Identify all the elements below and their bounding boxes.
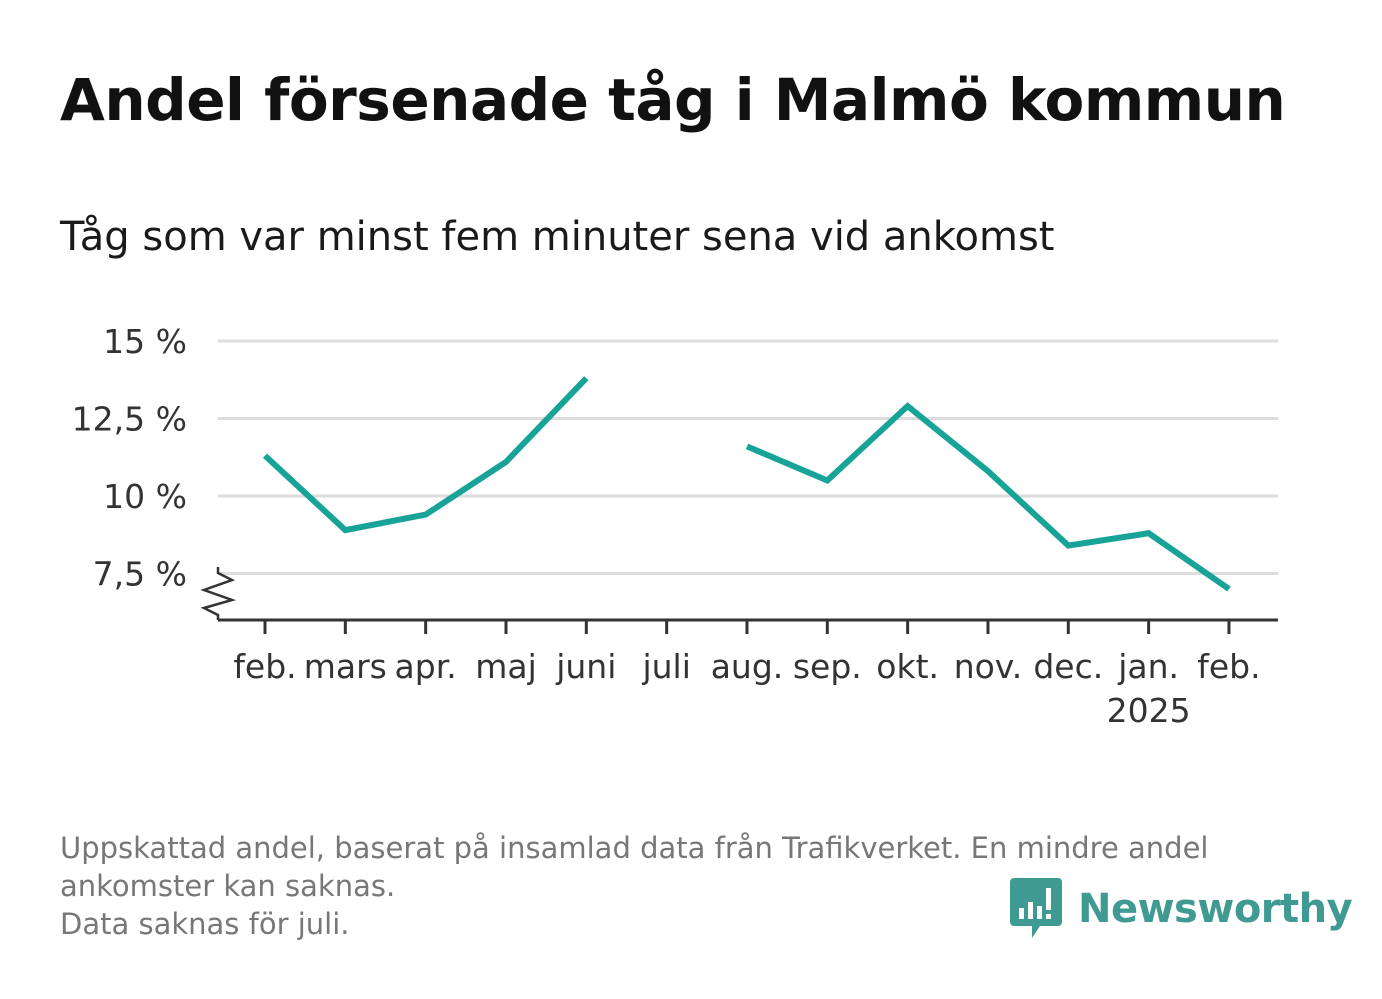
brand-name: Newsworthy — [1078, 886, 1353, 932]
series-line-segment — [262, 376, 589, 534]
x-tick-label: dec. — [1033, 647, 1103, 686]
x-tick-label: sep. — [793, 647, 862, 686]
footnote-line-3: Data saknas för juli. — [60, 907, 350, 941]
x-tick-label: maj — [475, 647, 537, 686]
newsworthy-logo-icon — [1010, 878, 1062, 938]
x-axis: feb. mars apr. maj juni juli aug. sep. okt. nov. d… — [200, 567, 1278, 730]
gridlines — [218, 339, 1278, 575]
y-tick-label: 15 % — [103, 322, 187, 361]
axis-break-mark — [200, 567, 237, 620]
y-axis-labels: 7,5 % 10 % 12,5 % 15 % — [72, 322, 187, 594]
series-lines — [262, 376, 1231, 592]
x-tick-label: nov. — [954, 647, 1023, 686]
x-tick-label: jan. — [1117, 647, 1179, 686]
x-tick-label: feb. — [1197, 647, 1260, 686]
series-line-segment — [745, 402, 1231, 592]
x-tick-label: apr. — [395, 647, 457, 686]
x-tick-label: juli — [641, 647, 690, 686]
x-tick-label: aug. — [711, 647, 784, 686]
footnote-line-1: Uppskattad andel, baserat på insamlad da… — [60, 831, 1209, 865]
chart-title: Andel försenade tåg i Malmö kommun — [60, 66, 1286, 134]
chart-subtitle: Tåg som var minst fem minuter sena vid a… — [60, 214, 1055, 260]
x-year-label: 2025 — [1107, 691, 1191, 730]
x-tick-label: okt. — [876, 647, 939, 686]
footnote-line-2: ankomster kan saknas. — [60, 869, 396, 903]
y-tick-label: 10 % — [103, 477, 187, 516]
x-tick-label: feb. — [233, 647, 296, 686]
footnote: Uppskattad andel, baserat på insamlad da… — [60, 829, 1320, 943]
y-tick-label: 7,5 % — [93, 555, 187, 594]
y-tick-label: 12,5 % — [72, 400, 187, 439]
brand-logo: Newsworthy — [1010, 877, 1353, 941]
x-tick-label: mars — [304, 647, 387, 686]
x-tick-label: juni — [555, 647, 616, 686]
